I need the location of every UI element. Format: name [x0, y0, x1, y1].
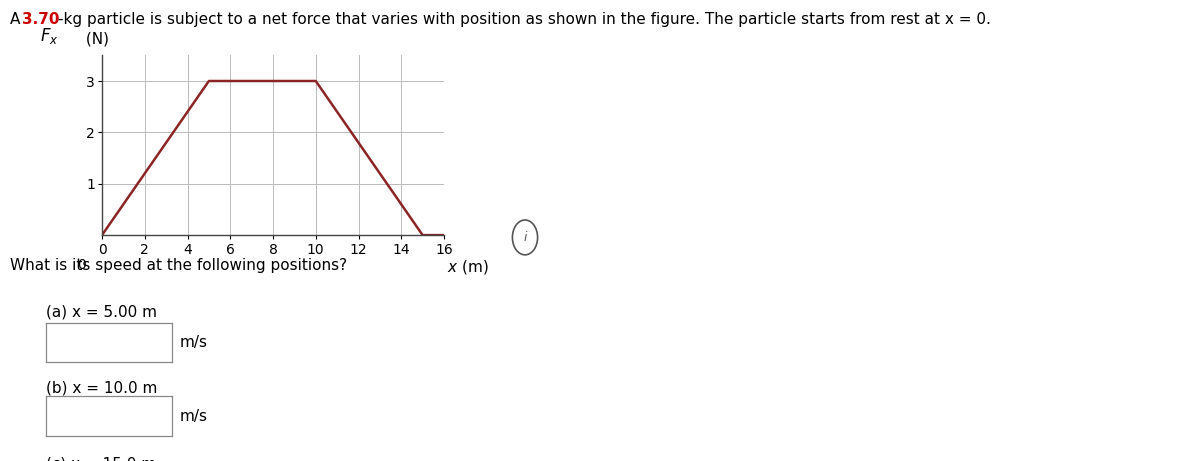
Text: m/s: m/s [180, 408, 208, 424]
Text: 0: 0 [77, 259, 86, 272]
Text: -kg particle is subject to a net force that varies with position as shown in the: -kg particle is subject to a net force t… [58, 12, 990, 27]
Text: What is its speed at the following positions?: What is its speed at the following posit… [10, 258, 347, 273]
Text: A: A [10, 12, 25, 27]
Text: (c) x = 15.0 m: (c) x = 15.0 m [46, 456, 156, 461]
Text: (b) x = 10.0 m: (b) x = 10.0 m [46, 380, 157, 396]
Text: (N): (N) [82, 31, 109, 46]
Text: m/s: m/s [180, 335, 208, 350]
Text: 3.70: 3.70 [22, 12, 59, 27]
Text: $x$ (m): $x$ (m) [448, 259, 490, 277]
Text: (a) x = 5.00 m: (a) x = 5.00 m [46, 304, 156, 319]
Text: $F_x$: $F_x$ [41, 26, 59, 46]
Text: i: i [523, 231, 527, 244]
